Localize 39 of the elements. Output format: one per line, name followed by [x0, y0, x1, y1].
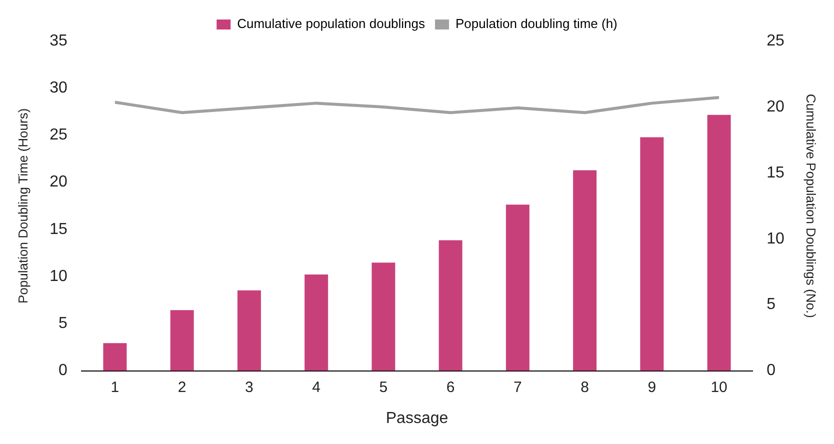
x-tick-label: 9	[648, 378, 656, 396]
x-tick-label: 5	[379, 378, 388, 396]
x-tick-label: 8	[580, 378, 589, 396]
bar	[438, 240, 462, 371]
x-tick-label: 6	[446, 378, 455, 396]
x-tick-label: 4	[312, 378, 320, 396]
x-tick-label: 1	[110, 378, 120, 396]
y2-tick-label: 0	[766, 362, 776, 380]
y-axis-title: Population Doubling Time (Hours)	[15, 108, 30, 304]
y2-tick-label: 20	[766, 98, 784, 116]
y-tick-label: 10	[50, 268, 68, 285]
y-tick-label: 25	[50, 126, 68, 144]
y2-tick-label: 25	[766, 32, 784, 50]
x-tick-label: 10	[710, 378, 728, 396]
y-tick-label: 20	[50, 174, 68, 191]
y2-tick-label: 5	[766, 296, 776, 314]
bar	[707, 114, 731, 371]
bar	[573, 170, 597, 371]
x-tick-label: 3	[245, 378, 254, 396]
legend-label: Population doubling time (h)	[456, 16, 618, 32]
y-tick-label: 35	[50, 32, 68, 50]
y2-tick-label: 15	[766, 164, 784, 182]
bar	[237, 290, 261, 371]
bar	[372, 262, 396, 371]
bar	[506, 204, 530, 371]
bar	[170, 310, 194, 371]
x-axis-title: Passage	[386, 410, 448, 427]
y-tick-label: 5	[58, 315, 68, 332]
x-tick-label: 2	[178, 378, 186, 396]
y-tick-label: 15	[50, 220, 68, 238]
legend-label: Cumulative population doublings	[237, 16, 426, 32]
y-tick-label: 0	[58, 362, 68, 380]
bar	[103, 343, 127, 371]
y2-tick-label: 10	[766, 230, 784, 248]
x-tick-label: 7	[514, 378, 522, 396]
y-tick-label: 30	[50, 80, 68, 97]
bar	[640, 137, 664, 371]
y2-axis-title: Cumulative Population Doublings (No.)	[804, 94, 819, 318]
bar	[304, 274, 328, 371]
